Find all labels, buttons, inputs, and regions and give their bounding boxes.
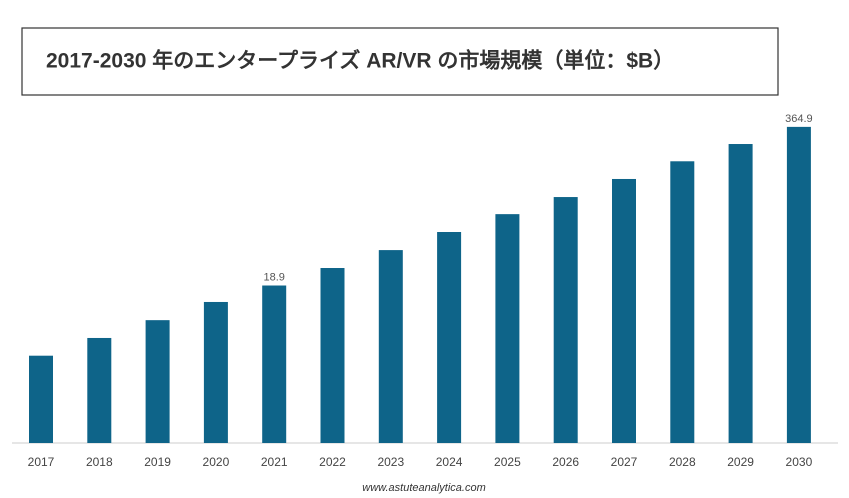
bar [320, 268, 345, 443]
chart-title: 2017-2030 年のエンタープライズ AR/VR の市場規模（単位：$B） [46, 49, 674, 73]
x-tick-label: 2028 [669, 455, 696, 469]
x-tick-label: 2026 [552, 455, 579, 469]
value-label: 18.9 [263, 271, 284, 283]
bar [612, 178, 636, 443]
bar [437, 232, 462, 443]
bar [145, 320, 170, 443]
bar [670, 161, 695, 443]
x-tick-label: 2024 [436, 455, 463, 469]
value-label: 364.9 [785, 113, 813, 125]
bar [29, 355, 53, 443]
bar [203, 301, 228, 443]
x-tick-label: 2020 [203, 455, 230, 469]
x-tick-label: 2025 [494, 455, 521, 469]
x-tick-label: 2027 [611, 455, 638, 469]
x-tick-label: 2017 [28, 455, 55, 469]
x-tick-label: 2023 [377, 455, 404, 469]
bar [728, 144, 753, 443]
x-tick-label: 2018 [86, 455, 113, 469]
bar [495, 214, 520, 443]
bar [786, 126, 811, 443]
x-tick-label: 2021 [261, 455, 288, 469]
bar [262, 285, 287, 443]
bar [378, 250, 403, 443]
x-tick-label: 2030 [786, 455, 813, 469]
x-tick-label: 2019 [144, 455, 171, 469]
bar [87, 337, 112, 443]
bar [553, 197, 578, 443]
title-box [21, 27, 779, 96]
footer: www.astuteanalytica.com [362, 482, 486, 494]
x-tick-label: 2029 [727, 455, 754, 469]
x-tick-label: 2022 [319, 455, 346, 469]
